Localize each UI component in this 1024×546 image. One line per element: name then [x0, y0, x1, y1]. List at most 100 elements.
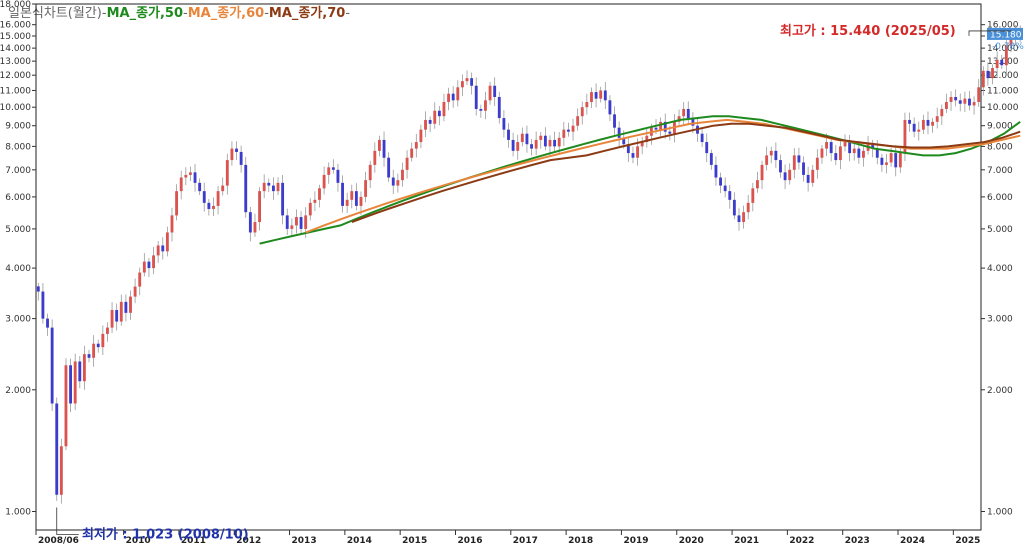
- x-tick-label: 2015: [402, 536, 427, 546]
- candle: [258, 187, 262, 231]
- candle: [742, 205, 746, 229]
- x-tick-label: 2021: [734, 536, 759, 546]
- candle: [852, 141, 856, 161]
- x-tick-label: 2013: [292, 536, 317, 546]
- candle: [520, 127, 524, 147]
- candle: [576, 108, 580, 131]
- y-tick-left: 1.000: [5, 508, 31, 518]
- candle: [935, 107, 939, 129]
- candle: [401, 162, 404, 187]
- candle: [82, 345, 86, 390]
- candle: [981, 66, 985, 96]
- y-tick-left: 3.000: [5, 315, 31, 325]
- candle: [783, 164, 787, 190]
- candle: [41, 283, 45, 324]
- candle: [488, 81, 492, 105]
- candle: [908, 112, 911, 132]
- y-tick-left: 14.000: [0, 44, 31, 54]
- y-tick-left: 16.000: [0, 21, 31, 31]
- y-tick-left: 18.000: [0, 0, 31, 10]
- candle: [345, 192, 349, 213]
- candle: [364, 171, 368, 203]
- candle: [885, 154, 888, 174]
- candle: [640, 136, 644, 155]
- candle: [110, 302, 114, 334]
- candle: [152, 246, 155, 275]
- svg-text:-0.78%: -0.78%: [992, 42, 1024, 52]
- y-tick-left: 7.000: [5, 166, 31, 176]
- y-tick-right: 12.000: [987, 71, 1019, 81]
- candle: [755, 171, 759, 193]
- x-tick-label: 2025: [955, 536, 980, 546]
- y-tick-left: 11.000: [0, 86, 31, 96]
- candle: [313, 191, 317, 212]
- candle: [963, 91, 967, 112]
- candle: [73, 353, 77, 411]
- x-tick-label: 2023: [845, 536, 870, 546]
- candle: [797, 147, 801, 170]
- high-price-annotation: 최고가 : 15.440 (2025/05): [780, 24, 956, 39]
- candle: [585, 93, 589, 115]
- candle: [972, 96, 976, 115]
- candle: [405, 150, 409, 179]
- candle: [212, 197, 215, 217]
- candle: [198, 178, 202, 195]
- candle: [428, 116, 432, 132]
- candle: [645, 127, 649, 148]
- candle: [115, 303, 119, 331]
- candle: [516, 134, 520, 160]
- ma-line-70: [351, 122, 1021, 223]
- candle: [447, 87, 451, 111]
- candle: [193, 164, 197, 192]
- candle: [59, 438, 63, 504]
- x-tick-label: 2008/06: [38, 536, 79, 546]
- candle: [769, 146, 773, 164]
- candle: [69, 358, 73, 413]
- candle: [751, 182, 755, 212]
- candle: [760, 160, 764, 190]
- candle: [811, 164, 815, 187]
- candle: [502, 110, 506, 138]
- candle: [391, 169, 395, 195]
- candle: [285, 208, 289, 235]
- candle: [299, 211, 303, 234]
- candle: [898, 146, 902, 173]
- y-tick-right: 8.000: [987, 142, 1013, 152]
- candle: [368, 160, 372, 189]
- x-tick-label: 2010: [126, 536, 151, 546]
- candle: [728, 185, 732, 209]
- candle: [101, 325, 105, 356]
- y-tick-right: 7.000: [987, 166, 1013, 176]
- candle: [562, 121, 566, 147]
- candle: [474, 77, 478, 116]
- candle: [207, 199, 211, 216]
- candle: [78, 355, 82, 389]
- y-tick-left: 15.000: [0, 32, 31, 42]
- candle: [765, 146, 769, 171]
- candle: [96, 339, 100, 353]
- candle: [175, 184, 179, 221]
- y-tick-right: 2.000: [987, 386, 1013, 396]
- candle: [802, 156, 805, 182]
- x-tick-label: 2017: [513, 536, 538, 546]
- candle: [244, 156, 248, 218]
- candle: [239, 145, 243, 173]
- candle: [410, 142, 414, 162]
- candle: [253, 213, 257, 237]
- candle: [336, 163, 340, 192]
- candle: [912, 117, 916, 138]
- candle: [599, 86, 603, 103]
- candle: [548, 135, 552, 156]
- candle: [571, 118, 575, 141]
- candle: [1004, 37, 1008, 74]
- candle: [566, 122, 570, 137]
- x-tick-label: 2024: [900, 536, 925, 546]
- candle: [295, 209, 298, 234]
- x-tick-label: 2019: [623, 536, 648, 546]
- candle: [700, 128, 704, 148]
- candle: [373, 142, 377, 173]
- candle: [106, 322, 109, 342]
- candle: [631, 146, 635, 164]
- candle: [124, 294, 128, 322]
